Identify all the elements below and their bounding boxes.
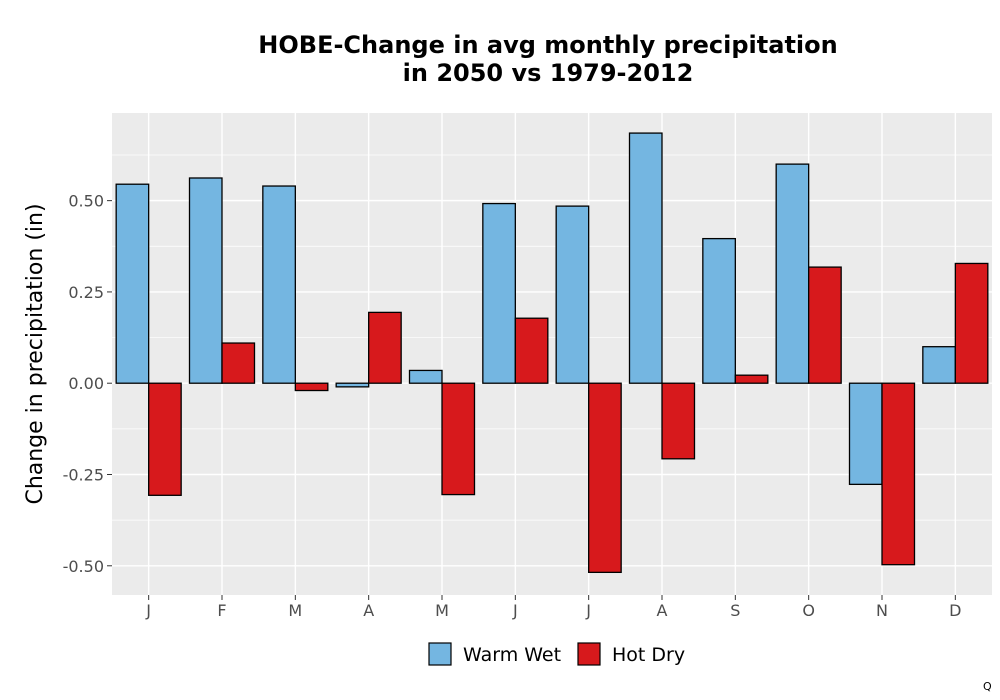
bar-warm-wet [775,163,810,384]
x-tick-label: N [876,601,888,620]
x-tick-label: J [585,601,591,620]
bar-warm-wet [482,202,516,384]
bar-warm-wet [408,369,443,384]
bar-warm-wet [262,185,296,384]
x-tick-label: S [730,601,740,620]
legend-swatch-hot-dry [577,642,601,666]
bar-hot-dry [221,342,256,384]
bar-hot-dry [661,382,696,460]
chart-subtitle: in 2050 vs 1979-2012 [403,59,694,87]
bar-warm-wet [702,237,736,384]
x-tick-label: J [145,601,151,620]
bar-hot-dry [148,382,182,496]
bar-warm-wet [922,346,956,384]
bar-hot-dry [954,262,989,384]
bar-hot-dry [368,311,402,384]
corner-mark: Q [983,680,992,693]
y-axis-label: Change in precipitation (in) [23,203,48,504]
x-tick-label: D [949,601,961,620]
bar-warm-wet [335,382,370,388]
y-tick-label: 0.25 [68,283,104,302]
y-tick-label: -0.25 [63,466,104,485]
y-tick-labels: -0.50 -0.25 0.00 0.25 0.50 [63,192,112,576]
bars [115,132,989,574]
bar-hot-dry [808,266,842,384]
x-tick-label: F [217,601,226,620]
x-tick-label: A [657,601,668,620]
bar-hot-dry [734,374,769,384]
plot-panel [112,113,992,595]
bar-hot-dry [514,317,549,384]
bar-warm-wet [188,177,223,384]
bar-hot-dry [294,382,329,392]
bar-hot-dry [881,382,916,566]
y-tick-label: 0.50 [68,192,104,211]
legend: Warm Wet Hot Dry [428,642,685,666]
x-tick-label: O [802,601,815,620]
legend-label-hot-dry: Hot Dry [612,644,685,666]
x-tick-label: M [435,601,449,620]
legend-swatch-warm-wet [428,642,452,666]
bar-warm-wet [555,205,590,384]
bar-hot-dry [588,382,622,574]
x-tick-label: M [288,601,302,620]
chart-title: HOBE-Change in avg monthly precipitation [258,31,837,59]
bar-warm-wet [115,183,150,384]
bar-hot-dry [441,382,476,496]
bar-warm-wet [628,132,663,384]
bar-warm-wet [848,382,883,486]
legend-label-warm-wet: Warm Wet [463,644,561,666]
y-tick-label: 0.00 [68,374,104,393]
x-tick-label: J [512,601,518,620]
y-tick-label: -0.50 [63,557,104,576]
x-tick-label: A [363,601,374,620]
